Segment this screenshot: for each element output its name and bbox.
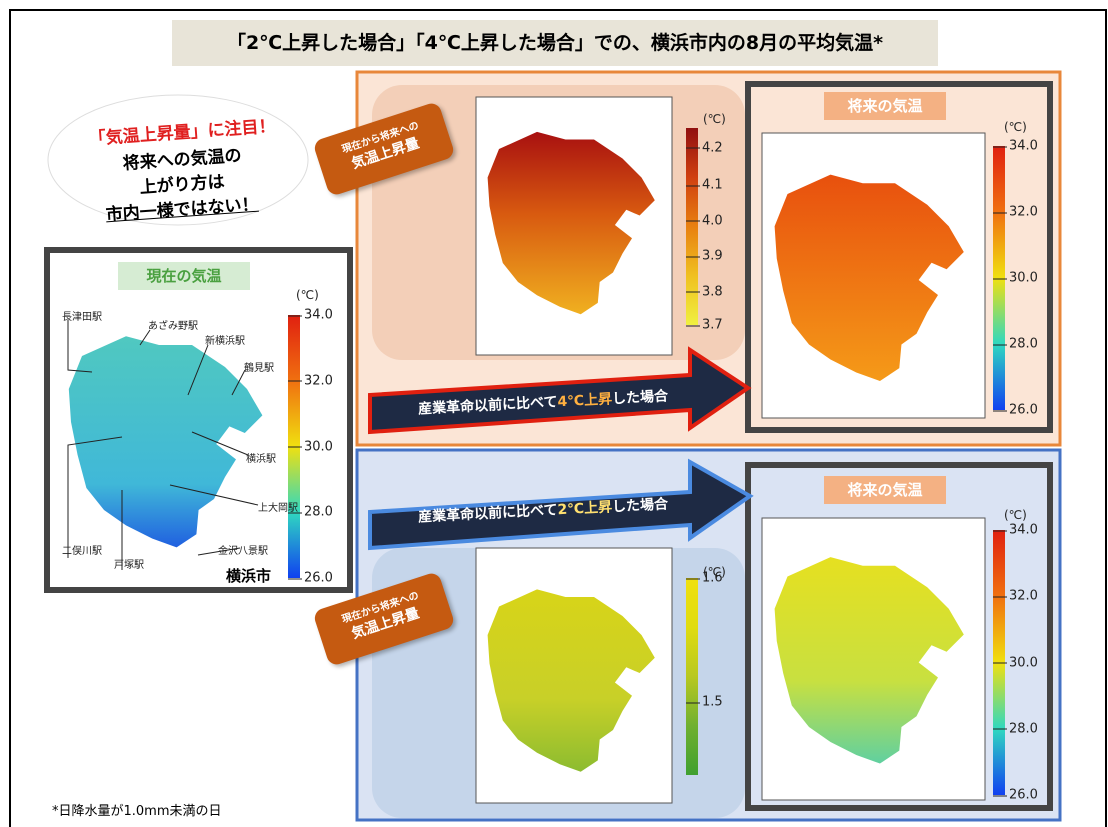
colorbar-tick: 30.0 <box>288 439 333 454</box>
station: あざみ野駅 <box>148 321 198 332</box>
station: 長津田駅 <box>62 312 102 323</box>
arrow-text: した場合 <box>611 496 669 516</box>
unit: (℃) <box>1004 120 1027 134</box>
station: 鶴見駅 <box>244 363 274 374</box>
panel-label: 現在の気温 <box>118 262 250 290</box>
colorbar-tick: 3.8 <box>686 284 723 299</box>
panel-label: 将来の気温 <box>824 92 946 120</box>
colorbar-tick: 3.7 <box>686 317 723 333</box>
callout: 「気温上昇量」に注目！ 将来への気温の 上がり方は 市内一様ではない！ <box>62 116 302 225</box>
colorbar-tick: 3.9 <box>686 248 723 264</box>
unit: (℃) <box>1004 508 1027 522</box>
colorbar-tick: 26.0 <box>993 402 1038 418</box>
colorbar-tick: 34.0 <box>993 138 1038 154</box>
station: 戸塚駅 <box>114 560 144 571</box>
unit: (℃) <box>296 288 319 302</box>
arrow-highlight: 4℃上昇 <box>557 391 613 411</box>
colorbar-tick: 4.2 <box>686 140 723 156</box>
station: 二俣川駅 <box>62 546 102 557</box>
colorbar-tick: 34.0 <box>288 307 333 323</box>
colorbar <box>686 578 698 775</box>
colorbar-tick: 32.0 <box>993 588 1038 604</box>
panel-label: 将来の気温 <box>824 476 946 504</box>
colorbar-tick: 1.5 <box>686 694 723 710</box>
station: 金沢八景駅 <box>218 546 268 557</box>
colorbar-tick: 28.0 <box>993 721 1038 737</box>
city-name: 横浜市 <box>226 567 272 585</box>
station: 上大岡駅 <box>258 503 298 514</box>
footnote: *日降水量が1.0mm未満の日 <box>52 804 222 819</box>
colorbar-tick: 26.0 <box>288 570 333 586</box>
station: 横浜駅 <box>246 454 276 465</box>
arrow-text: した場合 <box>611 388 669 408</box>
colorbar-tick: 32.0 <box>288 373 333 389</box>
colorbar-tick: 30.0 <box>993 270 1038 286</box>
station: 新横浜駅 <box>205 336 245 347</box>
colorbar-tick: 28.0 <box>993 336 1038 352</box>
colorbar-tick: 34.0 <box>993 522 1038 538</box>
colorbar-tick: 30.0 <box>993 655 1038 670</box>
colorbar-tick: 28.0 <box>288 504 333 520</box>
colorbar-tick: 32.0 <box>993 204 1038 220</box>
colorbar-tick: 1.6 <box>686 570 723 586</box>
unit: (℃) <box>703 112 726 126</box>
unit: (℃) <box>703 565 726 579</box>
arrow-highlight: 2℃上昇 <box>557 499 613 519</box>
colorbar-tick: 4.1 <box>686 177 723 193</box>
title: 「2℃上昇した場合」「4℃上昇した場合」での、横浜市内の8月の平均気温* <box>172 20 938 66</box>
colorbar-tick: 4.0 <box>686 213 723 229</box>
colorbar <box>686 128 698 325</box>
colorbar-tick: 26.0 <box>993 787 1038 803</box>
